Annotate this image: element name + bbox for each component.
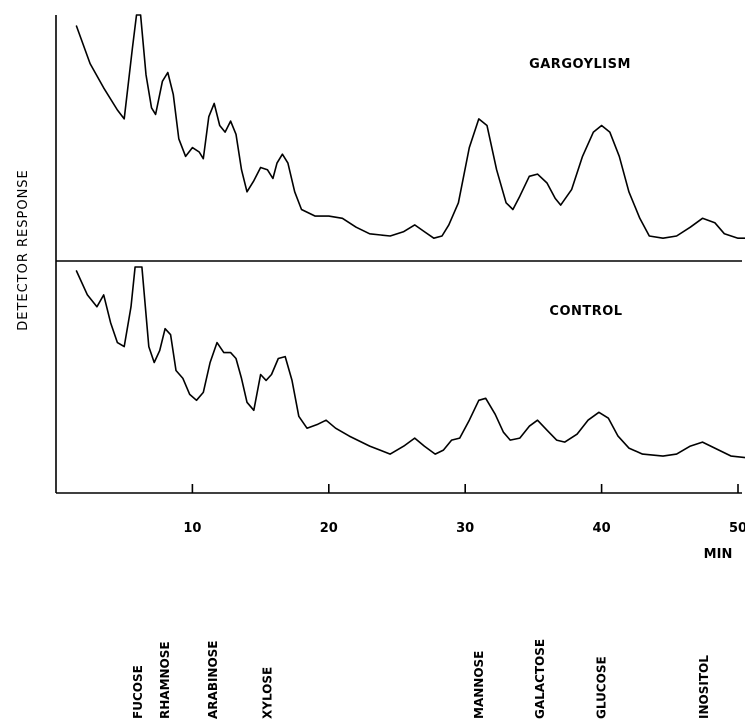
sugar-label-inositol: INOSITOL	[697, 655, 711, 719]
x-tick-label: 30	[456, 521, 474, 536]
sugar-label-mannose: MANNOSE	[472, 651, 486, 719]
sugar-label-glucose: GLUCOSE	[595, 656, 609, 719]
trace-gargoylism	[75, 14, 745, 239]
sugar-label-galactose: GALACTOSE	[533, 639, 547, 719]
sugar-label-arabinose: ARABINOSE	[206, 640, 220, 719]
panel-label-gargoylism: GARGOYLISM	[529, 57, 631, 72]
x-tick-label: 10	[183, 521, 201, 536]
y-axis-label: DETECTOR RESPONSE	[16, 169, 31, 331]
panel-labels: GARGOYLISM CONTROL	[529, 57, 631, 319]
x-tick-label: 50	[729, 521, 745, 536]
x-axis-label: MIN	[704, 547, 733, 562]
sugar-label-rhamnose: RHAMNOSE	[158, 641, 172, 719]
traces	[75, 14, 745, 459]
panel-label-control: CONTROL	[549, 304, 622, 319]
x-tick-label: 20	[320, 521, 338, 536]
x-tick-label: 40	[593, 521, 611, 536]
x-ticks: 10 20 30 40 50	[183, 484, 745, 536]
trace-control	[75, 266, 745, 459]
sugar-labels: FUCOSE RHAMNOSE ARABINOSE XYLOSE MANNOSE GALA…	[131, 639, 711, 719]
sugar-label-fucose: FUCOSE	[131, 665, 145, 719]
sugar-label-xylose: XYLOSE	[260, 667, 274, 719]
